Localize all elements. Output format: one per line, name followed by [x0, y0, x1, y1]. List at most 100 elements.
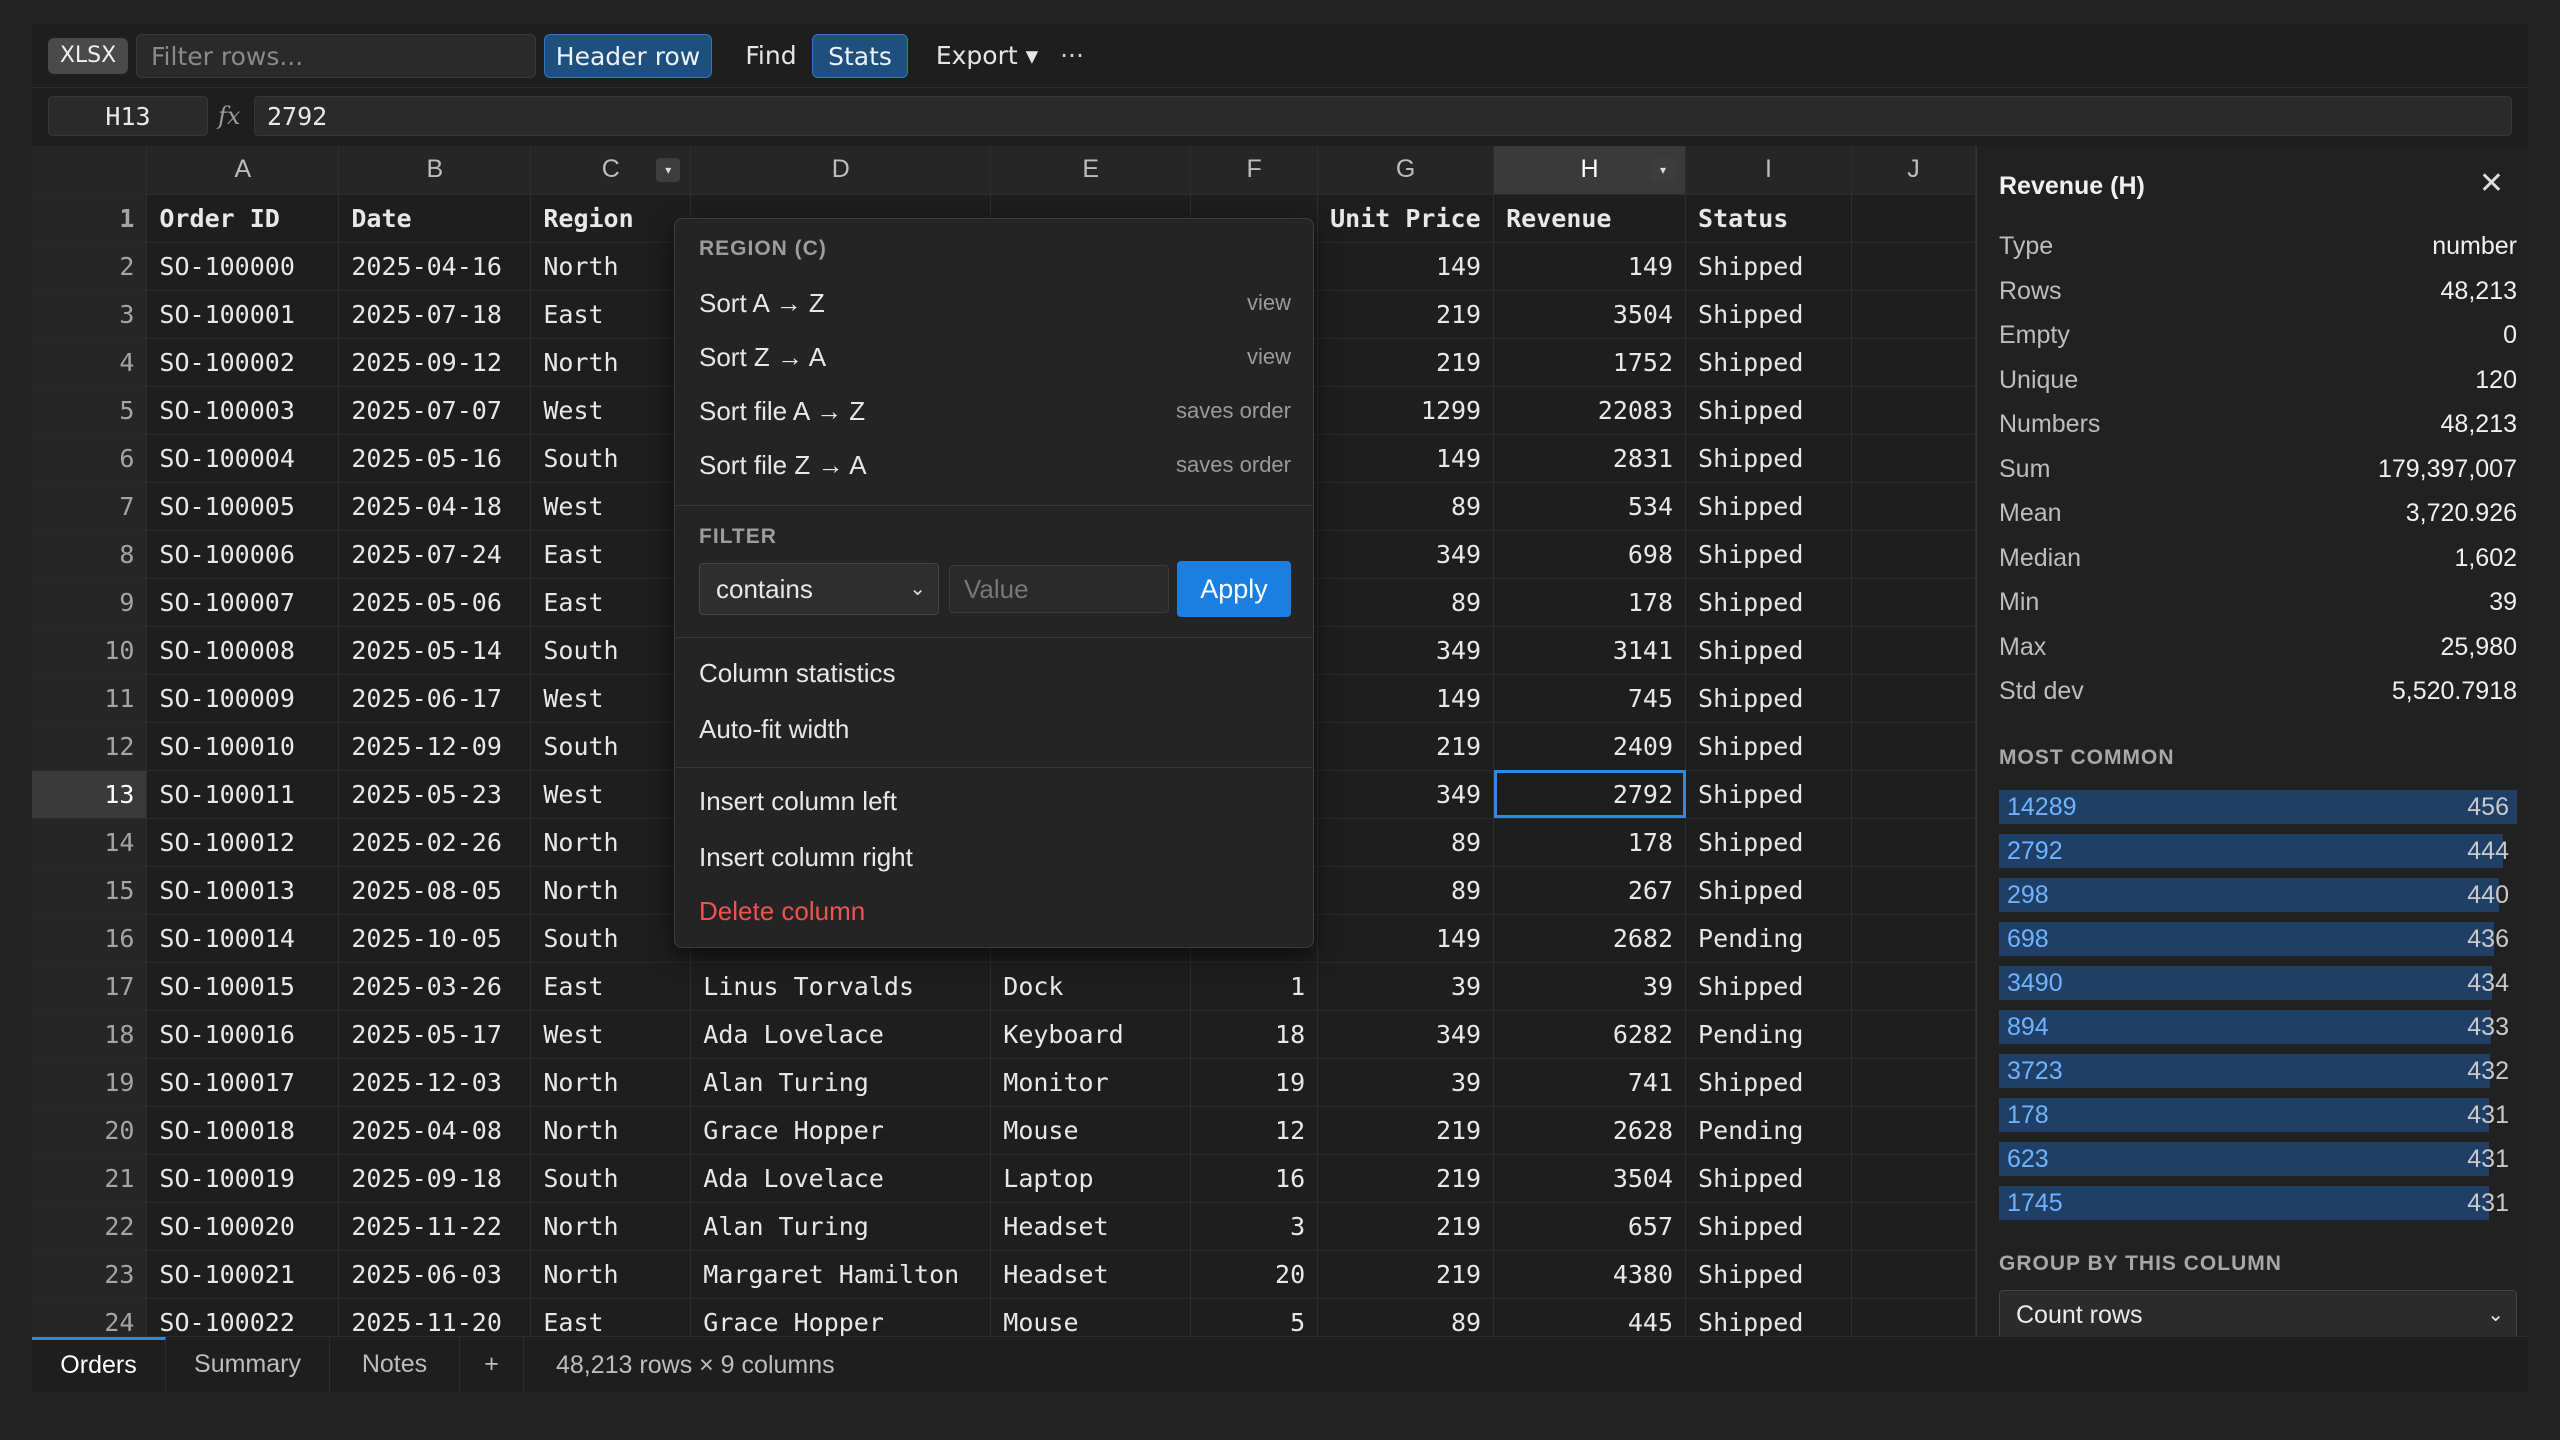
- cell[interactable]: [1851, 242, 1976, 291]
- row-number[interactable]: 24: [32, 1298, 148, 1336]
- cell[interactable]: Shipped: [1685, 626, 1852, 675]
- most-common-item[interactable]: 14289 456: [1999, 790, 2517, 824]
- most-common-item[interactable]: 178 431: [1999, 1098, 2517, 1132]
- cell[interactable]: Dock: [990, 962, 1192, 1011]
- cell[interactable]: 657: [1493, 1202, 1687, 1251]
- cell[interactable]: 2409: [1493, 722, 1687, 771]
- menu-delete-column[interactable]: Delete column: [699, 896, 866, 926]
- row-number[interactable]: 16: [32, 914, 148, 963]
- cell[interactable]: [1851, 194, 1976, 243]
- column-header-d[interactable]: D: [690, 146, 992, 195]
- cell[interactable]: 178: [1493, 818, 1687, 867]
- cell[interactable]: 39: [1317, 962, 1495, 1011]
- cell[interactable]: SO-100006: [146, 530, 340, 579]
- cell[interactable]: North: [530, 242, 692, 291]
- column-menu-caret-icon[interactable]: ▾: [1651, 158, 1676, 182]
- row-number[interactable]: 21: [32, 1154, 148, 1203]
- cell[interactable]: 349: [1317, 626, 1495, 675]
- menu-sort-a-z[interactable]: Sort A → Z view: [699, 281, 1291, 325]
- row-number[interactable]: 23: [32, 1250, 148, 1299]
- cell[interactable]: Shipped: [1685, 1154, 1852, 1203]
- cell[interactable]: Ada Lovelace: [690, 1154, 992, 1203]
- cell[interactable]: [1851, 1058, 1976, 1107]
- cell[interactable]: 2025-11-20: [338, 1298, 532, 1336]
- cell[interactable]: SO-100005: [146, 482, 340, 531]
- filter-value-input[interactable]: Value: [949, 565, 1169, 613]
- cell[interactable]: North: [530, 338, 692, 387]
- most-common-item[interactable]: 1745 431: [1999, 1186, 2517, 1220]
- cell[interactable]: Shipped: [1685, 1250, 1852, 1299]
- cell[interactable]: Pending: [1685, 914, 1852, 963]
- cell[interactable]: South: [530, 914, 692, 963]
- cell[interactable]: 219: [1317, 338, 1495, 387]
- cell[interactable]: 267: [1493, 866, 1687, 915]
- cell[interactable]: 2831: [1493, 434, 1687, 483]
- cell[interactable]: 178: [1493, 578, 1687, 627]
- cell[interactable]: SO-100021: [146, 1250, 340, 1299]
- cell[interactable]: Shipped: [1685, 290, 1852, 339]
- cell[interactable]: [1851, 578, 1976, 627]
- cell[interactable]: Shipped: [1685, 962, 1852, 1011]
- cell[interactable]: 149: [1317, 914, 1495, 963]
- row-number[interactable]: 14: [32, 818, 148, 867]
- cell[interactable]: 534: [1493, 482, 1687, 531]
- cell[interactable]: 2025-04-08: [338, 1106, 532, 1155]
- cell[interactable]: [1851, 722, 1976, 771]
- cell[interactable]: Shipped: [1685, 722, 1852, 771]
- cell[interactable]: East: [530, 530, 692, 579]
- row-number[interactable]: 7: [32, 482, 148, 531]
- menu-auto-fit-width[interactable]: Auto-fit width: [699, 714, 850, 744]
- cell[interactable]: 16: [1190, 1154, 1319, 1203]
- cell[interactable]: 89: [1317, 578, 1495, 627]
- cell[interactable]: 89: [1317, 1298, 1495, 1336]
- cell[interactable]: Pending: [1685, 1106, 1852, 1155]
- cell[interactable]: SO-100018: [146, 1106, 340, 1155]
- cell[interactable]: Shipped: [1685, 434, 1852, 483]
- cell[interactable]: 2025-07-07: [338, 386, 532, 435]
- cell[interactable]: SO-100002: [146, 338, 340, 387]
- cell[interactable]: 2792: [1493, 770, 1687, 819]
- cell[interactable]: 2025-05-06: [338, 578, 532, 627]
- cell[interactable]: 2025-05-16: [338, 434, 532, 483]
- cell[interactable]: SO-100017: [146, 1058, 340, 1107]
- cell[interactable]: Revenue: [1493, 194, 1687, 243]
- menu-sort-z-a[interactable]: Sort Z → A view: [699, 335, 1291, 379]
- tab-summary[interactable]: Summary: [166, 1337, 330, 1393]
- stats-toggle[interactable]: Stats: [812, 34, 908, 78]
- cell[interactable]: SO-100015: [146, 962, 340, 1011]
- cell[interactable]: SO-100000: [146, 242, 340, 291]
- row-number[interactable]: 4: [32, 338, 148, 387]
- menu-column-statistics[interactable]: Column statistics: [699, 658, 896, 688]
- cell[interactable]: [1851, 818, 1976, 867]
- cell[interactable]: South: [530, 1154, 692, 1203]
- cell[interactable]: Alan Turing: [690, 1202, 992, 1251]
- cell[interactable]: Grace Hopper: [690, 1106, 992, 1155]
- cell[interactable]: 18: [1190, 1010, 1319, 1059]
- cell[interactable]: North: [530, 866, 692, 915]
- column-header-j[interactable]: J: [1851, 146, 1976, 195]
- cell[interactable]: [1851, 1154, 1976, 1203]
- column-header-c[interactable]: C ▾: [530, 146, 692, 195]
- cell[interactable]: Shipped: [1685, 1058, 1852, 1107]
- row-number[interactable]: 13: [32, 770, 148, 819]
- row-number[interactable]: 9: [32, 578, 148, 627]
- cell[interactable]: South: [530, 626, 692, 675]
- group-by-select[interactable]: Count rows ⌄: [1999, 1290, 2517, 1336]
- cell[interactable]: 4380: [1493, 1250, 1687, 1299]
- row-number[interactable]: 22: [32, 1202, 148, 1251]
- cell[interactable]: 89: [1317, 818, 1495, 867]
- row-number[interactable]: 5: [32, 386, 148, 435]
- cell[interactable]: [1851, 866, 1976, 915]
- row-number[interactable]: 1: [32, 194, 148, 243]
- cell[interactable]: SO-100022: [146, 1298, 340, 1336]
- row-number[interactable]: 12: [32, 722, 148, 771]
- column-header-f[interactable]: F: [1190, 146, 1319, 195]
- cell[interactable]: 741: [1493, 1058, 1687, 1107]
- cell[interactable]: 219: [1317, 1106, 1495, 1155]
- cell[interactable]: 2628: [1493, 1106, 1687, 1155]
- cell[interactable]: SO-100020: [146, 1202, 340, 1251]
- add-sheet-icon[interactable]: +: [460, 1337, 524, 1393]
- cell[interactable]: [1851, 482, 1976, 531]
- cell[interactable]: Shipped: [1685, 242, 1852, 291]
- cell[interactable]: [1851, 1106, 1976, 1155]
